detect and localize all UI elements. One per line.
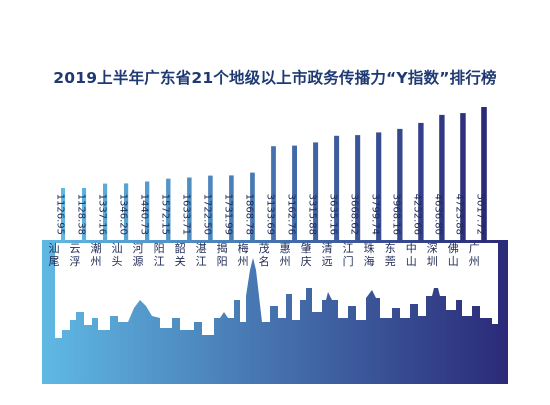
city-label: 云 bbox=[70, 242, 81, 255]
value-label: 4723.88 bbox=[454, 194, 465, 235]
city-label: 阳 bbox=[217, 255, 228, 268]
city-label: 汕 bbox=[112, 242, 123, 255]
city-label: 山 bbox=[406, 255, 417, 268]
value-label: 1572.15 bbox=[160, 194, 171, 235]
city-label: 惠 bbox=[280, 241, 291, 255]
bar bbox=[187, 177, 192, 242]
city-label: 清 bbox=[322, 242, 333, 255]
bar bbox=[334, 135, 340, 242]
value-label: 3133.69 bbox=[265, 194, 276, 235]
value-label: 1731.99 bbox=[223, 194, 234, 235]
bar bbox=[439, 114, 445, 242]
bar bbox=[355, 135, 361, 242]
city-label: 深 bbox=[427, 242, 438, 255]
city-label: 阳 bbox=[154, 242, 165, 255]
city-label: 潮 bbox=[91, 241, 102, 255]
value-label: 1868.78 bbox=[244, 194, 255, 235]
city-skyline bbox=[42, 240, 508, 384]
city-label: 源 bbox=[133, 254, 144, 268]
value-label: 3668.62 bbox=[349, 194, 360, 235]
city-label: 关 bbox=[175, 254, 186, 268]
city-label: 州 bbox=[238, 255, 249, 268]
bar bbox=[145, 181, 150, 242]
city-label: 江 bbox=[154, 255, 165, 268]
bar bbox=[250, 172, 255, 242]
value-label: 3799.74 bbox=[370, 194, 381, 235]
city-label: 广 bbox=[469, 242, 480, 255]
city-label: 东 bbox=[385, 242, 396, 255]
city-label: 州 bbox=[91, 255, 102, 268]
city-label: 湛 bbox=[196, 242, 207, 255]
value-label: 4636.80 bbox=[433, 194, 444, 235]
city-label: 梅 bbox=[238, 241, 249, 255]
bar bbox=[61, 188, 65, 242]
city-label: 莞 bbox=[385, 255, 396, 268]
city-label: 佛 bbox=[448, 242, 459, 255]
bar bbox=[229, 175, 234, 242]
city-label: 圳 bbox=[427, 255, 438, 268]
bar bbox=[418, 122, 424, 242]
bar bbox=[103, 183, 108, 242]
value-label: 3162.76 bbox=[286, 194, 297, 235]
city-label: 茂 bbox=[259, 241, 270, 255]
value-label: 1633.71 bbox=[181, 194, 192, 235]
value-label: 3635.16 bbox=[328, 194, 339, 235]
city-label: 浮 bbox=[70, 255, 81, 268]
city-label: 珠 bbox=[364, 241, 375, 255]
bar bbox=[292, 145, 297, 242]
city-label: 山 bbox=[448, 255, 459, 268]
value-label: 1722.50 bbox=[202, 194, 213, 235]
value-label: 1346.20 bbox=[118, 194, 129, 235]
bar bbox=[313, 142, 319, 242]
city-label: 州 bbox=[469, 255, 480, 268]
bar bbox=[271, 146, 276, 242]
bar bbox=[82, 188, 87, 242]
city-label: 韶 bbox=[175, 241, 186, 255]
bar bbox=[166, 178, 171, 242]
value-label: 1128.38 bbox=[76, 194, 87, 235]
bar bbox=[481, 107, 487, 242]
value-label: 1126.95 bbox=[55, 194, 66, 235]
city-label: 远 bbox=[322, 255, 333, 268]
city-label: 中 bbox=[406, 242, 417, 255]
city-label: 海 bbox=[364, 254, 375, 268]
bar bbox=[397, 128, 403, 242]
value-label: 1440.73 bbox=[139, 194, 150, 235]
city-label: 河 bbox=[133, 242, 144, 255]
city-label: 肇 bbox=[301, 241, 312, 255]
city-label: 揭 bbox=[217, 241, 228, 255]
bar bbox=[208, 175, 213, 242]
value-label: 3968.16 bbox=[391, 194, 402, 235]
city-label: 江 bbox=[196, 255, 207, 268]
bar bbox=[460, 113, 466, 242]
city-label: 庆 bbox=[301, 254, 312, 268]
city-label: 汕 bbox=[49, 242, 60, 255]
bar bbox=[124, 183, 129, 242]
city-label: 尾 bbox=[49, 255, 60, 268]
city-label: 头 bbox=[112, 255, 123, 268]
chart-title: 2019上半年广东省21个地级以上市政务传播力“Y指数”排行榜 bbox=[53, 69, 497, 87]
value-label: 3315.88 bbox=[307, 194, 318, 235]
city-label: 名 bbox=[259, 254, 270, 268]
bar bbox=[376, 132, 382, 242]
city-label: 州 bbox=[280, 255, 291, 268]
value-label: 1337.16 bbox=[97, 194, 108, 235]
city-label: 门 bbox=[343, 254, 354, 268]
city-label: 江 bbox=[343, 242, 354, 255]
value-label: 5017.72 bbox=[475, 194, 486, 235]
value-label: 4252.66 bbox=[412, 194, 423, 235]
